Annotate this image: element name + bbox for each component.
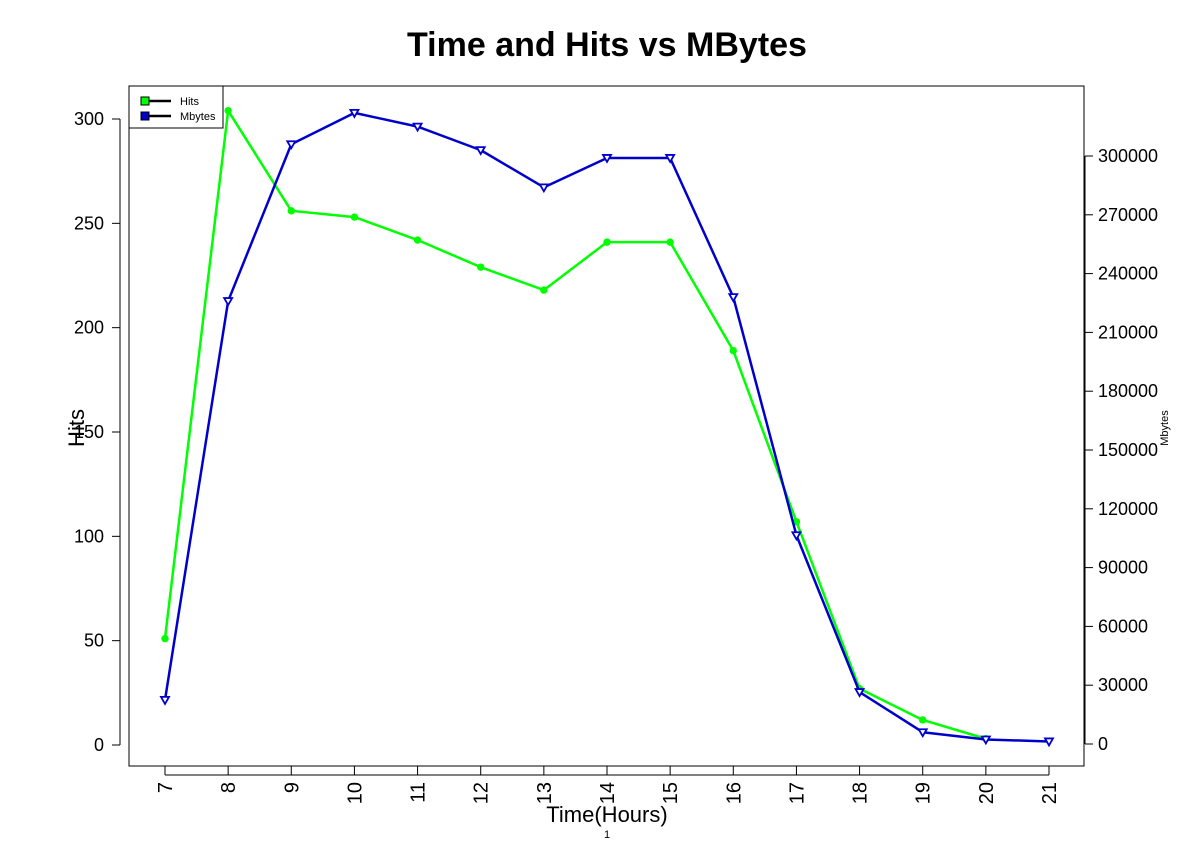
y2-tick-label: 150000 [1098,440,1158,460]
data-point-hits [540,286,548,294]
y2-axis-label: Mbytes [1159,410,1171,446]
x-tick-label: 21 [1039,782,1061,804]
x-tick-label: 12 [471,782,493,804]
data-point-mbytes [790,531,802,542]
data-point-mbytes [222,297,234,307]
x-axis: 7 8 9 10 11 12 13 14 15 16 17 18 19 20 21 [155,766,1061,804]
chart-title: Time and Hits vs MBytes [407,26,807,64]
y2-tick-label: 60000 [1098,616,1148,636]
data-point-mbytes [727,293,739,303]
y2-tick-label: 300000 [1098,146,1158,166]
y2-tick-label: 180000 [1098,381,1158,401]
y-axis-left: 0 50 100 150 200 250 300 [74,109,121,755]
y2-tick-label: 240000 [1098,264,1158,284]
x-tick-label: 15 [660,782,682,804]
y-tick-label: 200 [74,318,104,338]
x-tick-label: 16 [723,782,745,804]
x-tick-label: 10 [344,782,366,804]
data-point-hits [666,238,674,246]
footnote: 1 [604,829,610,841]
data-point-hits [919,716,927,724]
data-point-mbytes [917,728,929,739]
data-point-mbytes [664,154,676,164]
data-point-mbytes [159,696,171,706]
data-point-hits [350,213,359,221]
x-tick-label: 13 [534,782,556,804]
data-point-mbytes [412,122,424,133]
series-line-hits [163,109,987,740]
x-tick-label: 9 [281,782,303,793]
x-tick-label: 8 [218,782,240,793]
data-point-mbytes [601,154,613,164]
data-point-mbytes [1043,737,1055,748]
data-point-hits [603,238,611,246]
data-point-hits [287,207,295,215]
y2-tick-label: 30000 [1098,675,1148,695]
legend: Hits Mbytes [128,85,224,129]
y2-tick-label: 120000 [1098,499,1158,519]
y2-tick-label: 210000 [1098,322,1158,342]
x-tick-label: 18 [850,782,872,804]
data-point-mbytes [348,108,360,119]
data-point-hits [161,634,169,643]
y-tick-label: 150 [74,422,104,442]
legend-label: Hits [180,96,199,108]
x-tick-label: 7 [155,782,177,793]
data-point-mbytes [475,146,487,156]
y-tick-label: 50 [84,631,104,651]
x-tick-label: 17 [786,782,808,804]
x-tick-label: 14 [597,782,619,804]
y-axis-right: 0 30000 60000 90000 120000 150000 180000 210000… [1084,146,1158,754]
data-point-mbytes [285,140,297,151]
data-point-hits [477,263,485,271]
series-layer [159,106,1055,748]
data-point-hits [224,106,232,115]
x-tick-label: 19 [913,782,935,804]
y-tick-label: 250 [74,213,104,233]
legend-swatch [140,96,150,106]
x-tick-label: 20 [976,782,998,804]
y-tick-label: 100 [74,526,104,546]
data-point-mbytes [980,735,992,746]
data-point-hits [413,236,422,244]
y-tick-label: 300 [74,109,104,129]
legend-swatch [140,111,150,121]
data-point-mbytes [854,688,866,698]
x-tick-label: 11 [408,782,430,803]
data-point-hits [729,346,737,355]
x-axis-label: Time(Hours) [546,802,667,827]
y2-tick-label: 0 [1098,734,1108,754]
y2-tick-label: 270000 [1098,205,1158,225]
legend-box [128,85,224,129]
y-tick-label: 0 [94,735,104,755]
y2-tick-label: 90000 [1098,558,1148,578]
data-point-mbytes [538,183,550,194]
legend-label: Mbytes [180,111,216,123]
y-axis-label: Hits [64,409,89,447]
